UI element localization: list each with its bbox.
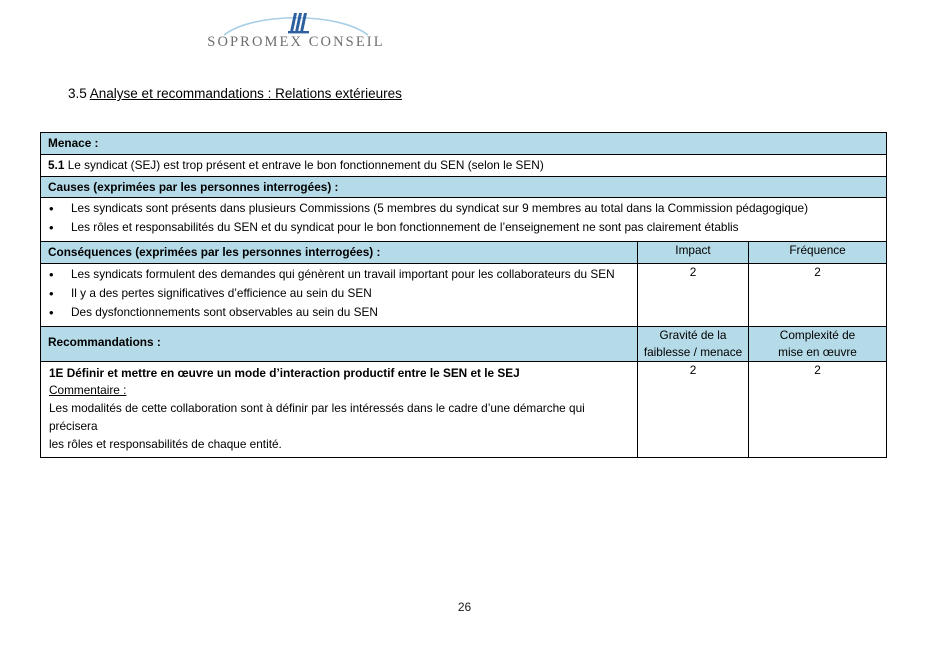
table-row-causes-list: Les syndicats sont présents dans plusieu…: [39, 197, 888, 243]
column-header-impact: Impact: [637, 241, 749, 264]
causes-list: Les syndicats sont présents dans plusieu…: [41, 198, 886, 241]
table-row-recommendation-body: 1E Définir et mettre en œuvre un mode d’…: [40, 360, 888, 459]
recommendation-title: 1E Définir et mettre en œuvre un mode d’…: [49, 365, 520, 380]
table-row-causes-header: Causes (exprimées par les personnes inte…: [39, 175, 888, 199]
value-impact: 2: [637, 262, 749, 327]
list-item: Il y a des pertes significatives d’effic…: [41, 284, 637, 304]
threat-text: Le syndicat (SEJ) est trop présent et en…: [67, 157, 544, 172]
table-row-consequences-header: Conséquences (exprimées par les personne…: [40, 241, 888, 264]
list-item: Les syndicats sont présents dans plusieu…: [41, 199, 886, 219]
threat-header-label: Menace :: [48, 136, 99, 150]
section-title-text: Analyse et recommandations : Relations e…: [89, 86, 402, 101]
causes-list-cell: Les syndicats sont présents dans plusieu…: [39, 197, 888, 243]
table-row-consequences-values: Les syndicats formulent des demandes qui…: [40, 262, 888, 327]
page-title: 3.5 Analyse et recommandations : Relatio…: [68, 86, 402, 101]
comment-line-2: les rôles et responsabilités de chaque e…: [49, 436, 282, 451]
column-header-gravite-line1: Gravité de la: [659, 327, 727, 342]
value-frequence: 2: [747, 262, 888, 327]
threat-statement-cell: 5.1 Le syndicat (SEJ) est trop présent e…: [39, 153, 888, 177]
threat-header-cell: Menace :: [39, 132, 888, 155]
consequences-list-cell: Les syndicats formulent des demandes qui…: [40, 262, 638, 327]
comment-label: Commentaire :: [49, 383, 127, 398]
consequences-list: Les syndicats formulent des demandes qui…: [41, 264, 637, 326]
threat-statement: 5.1 Le syndicat (SEJ) est trop présent e…: [41, 155, 886, 176]
recommendation-body: 1E Définir et mettre en œuvre un mode d’…: [41, 362, 637, 457]
list-item: Les rôles et responsabilités du SEN et d…: [41, 218, 886, 238]
swoosh-bars-logo-icon: [206, 10, 386, 36]
recommendations-header-label: Recommandations :: [48, 334, 161, 349]
column-header-complexite-line2: mise en œuvre: [778, 344, 857, 359]
column-header-gravite: Gravité de la faiblesse / menace: [637, 325, 749, 362]
logo-wordmark: SOPROMEX CONSEIL: [207, 34, 385, 50]
value-gravite: 2: [637, 360, 749, 459]
causes-header-label: Causes (exprimées par les personnes inte…: [48, 179, 339, 194]
section-number: 3.5: [68, 86, 90, 101]
causes-header-cell: Causes (exprimées par les personnes inte…: [39, 175, 888, 199]
consequences-header-cell: Conséquences (exprimées par les personne…: [40, 241, 638, 264]
recommendation-body-cell: 1E Définir et mettre en œuvre un mode d’…: [40, 360, 638, 459]
company-logo: SOPROMEX CONSEIL: [206, 10, 386, 58]
column-header-complexite: Complexité de mise en œuvre: [747, 325, 888, 362]
table-row-recommendations-header: Recommandations : Gravité de la faibless…: [40, 325, 888, 362]
recommendations-header-cell: Recommandations :: [40, 325, 638, 362]
consequences-header-label: Conséquences (exprimées par les personne…: [48, 245, 381, 260]
table-row-threat-header: Menace :: [39, 132, 888, 155]
column-header-frequence: Fréquence: [747, 241, 888, 264]
value-complexite: 2: [747, 360, 888, 459]
list-item: Des dysfonctionnements sont observables …: [41, 303, 637, 323]
page-number: 26: [457, 600, 472, 614]
column-header-complexite-line1: Complexité de: [779, 327, 856, 342]
comment-line-1: Les modalités de cette collaboration son…: [49, 401, 585, 433]
table-row-threat-statement: 5.1 Le syndicat (SEJ) est trop présent e…: [39, 153, 888, 177]
column-header-gravite-line2: faiblesse / menace: [643, 344, 743, 359]
analysis-table: Menace : 5.1 Le syndicat (SEJ) est trop …: [39, 132, 888, 459]
threat-id: 5.1: [48, 157, 65, 172]
list-item: Les syndicats formulent des demandes qui…: [41, 265, 637, 285]
